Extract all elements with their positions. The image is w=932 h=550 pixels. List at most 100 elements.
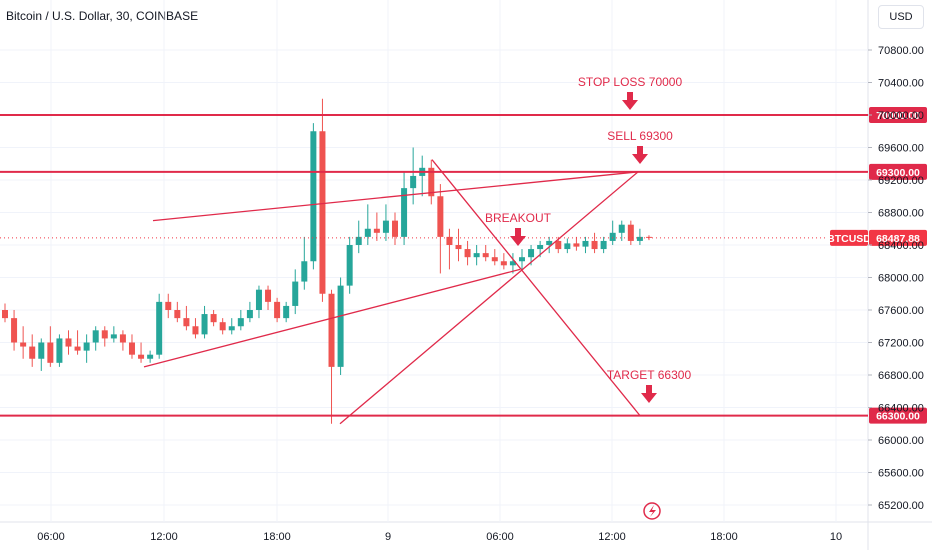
candle-body [128, 342, 135, 355]
x-tick-label: 06:00 [37, 531, 65, 543]
candle-body [246, 310, 253, 319]
y-tick-label: 66800.00 [878, 370, 924, 382]
candle-body [636, 236, 643, 241]
candle-body [110, 334, 117, 339]
candle-body [337, 285, 344, 367]
candle-body [101, 330, 108, 339]
arrow-down-icon [641, 385, 657, 403]
candle-body [210, 314, 217, 323]
candle-body [491, 257, 498, 262]
x-tick-label: 12:00 [598, 531, 626, 543]
candle-body [573, 243, 580, 247]
candle-body [509, 261, 516, 266]
candle-body [582, 240, 589, 247]
y-tick-label: 70400.00 [878, 78, 924, 90]
candle-body [38, 342, 45, 359]
candle-body [464, 249, 471, 258]
candle-body [555, 240, 562, 250]
stop-loss-price-text: 70000.00 [876, 110, 920, 122]
candle-body [609, 232, 616, 241]
candle-body [473, 253, 480, 258]
candle-body [346, 245, 353, 286]
arrow-down-icon [632, 146, 648, 164]
current-price-label [869, 229, 927, 246]
candle-body [328, 293, 335, 367]
candle-body [373, 228, 380, 233]
candle-body [174, 310, 181, 319]
candle-body [274, 301, 281, 319]
candle-body [201, 314, 208, 335]
y-tick-label: 66000.00 [878, 435, 924, 447]
pattern-line [339, 171, 639, 425]
candles [2, 98, 652, 424]
candle-body [265, 289, 272, 302]
candle-body [410, 175, 417, 189]
x-tick-label: 12:00 [150, 531, 178, 543]
x-axis: 06:00 12:00 18:00 9 06:00 12:00 18:00 10 [37, 531, 842, 543]
candle-body [237, 318, 244, 327]
candle-body [2, 310, 8, 319]
candle-body [192, 326, 199, 335]
stop-loss-note: STOP LOSS 70000 [578, 75, 683, 89]
candle-body [301, 261, 308, 282]
candle-body [292, 281, 299, 306]
candle-body [56, 338, 63, 363]
candle-body [83, 342, 90, 351]
candle-body [255, 289, 262, 310]
currency-button[interactable]: USD [878, 5, 924, 29]
candle-body [92, 330, 99, 343]
levels: 70000.00 69300.00 66300.00 BTCUSD 68487.88 [0, 107, 927, 424]
breakout-note: BREAKOUT [485, 211, 552, 225]
candle-body [528, 249, 535, 258]
arrow-down-icon [510, 228, 526, 246]
candle-body [591, 240, 598, 250]
target-price-label [869, 407, 927, 424]
candle-body [219, 322, 226, 331]
candle-body [147, 354, 154, 359]
y-tick-label: 68000.00 [878, 273, 924, 285]
candle-body [228, 326, 235, 331]
y-tick-label: 69200.00 [878, 175, 924, 187]
candle-body [156, 301, 163, 355]
x-tick-label: 10 [830, 531, 842, 543]
candle-body [47, 342, 54, 363]
y-tick-label: 65600.00 [878, 468, 924, 480]
candle-body [482, 253, 489, 258]
candle-body [500, 261, 507, 266]
target-price-text: 66300.00 [876, 411, 920, 423]
candle-body [11, 318, 18, 343]
symbol-title: Bitcoin / U.S. Dollar, 30, COINBASE [6, 9, 199, 23]
pattern-line [152, 171, 639, 222]
current-price-text: 68487.88 [876, 233, 920, 245]
y-tick-label: 67600.00 [878, 305, 924, 317]
sell-price-text: 69300.00 [876, 167, 920, 179]
y-tick-label: 68800.00 [878, 208, 924, 220]
x-tick-label: 06:00 [486, 531, 514, 543]
y-tick-label: 70000.00 [878, 110, 924, 122]
y-tick-label: 70800.00 [878, 45, 924, 57]
candle-body [29, 346, 36, 359]
candle-body [437, 196, 444, 237]
candle-body [355, 236, 362, 245]
x-tick-label: 9 [385, 531, 391, 543]
pattern-line [143, 268, 521, 368]
symbol-text: BTCUSD [827, 233, 871, 245]
drawings: STOP LOSS 70000 SELL 69300 BREAKOUT TARGET … [0, 75, 868, 425]
sell-note: SELL 69300 [607, 129, 673, 143]
y-tick-label: 68400.00 [878, 240, 924, 252]
candle-body [564, 243, 571, 250]
candle-body [319, 131, 326, 294]
candle-body [446, 236, 453, 245]
candle-body [183, 318, 190, 327]
arrow-down-icon [622, 92, 638, 110]
candle-body [138, 354, 145, 359]
candle-body [283, 305, 290, 319]
symbol-label [830, 229, 868, 246]
candle-body [310, 131, 317, 262]
sell-price-label [869, 163, 927, 180]
candle-body [455, 245, 462, 250]
y-tick-label: 66400.00 [878, 403, 924, 415]
bolt-icon[interactable] [643, 502, 661, 520]
